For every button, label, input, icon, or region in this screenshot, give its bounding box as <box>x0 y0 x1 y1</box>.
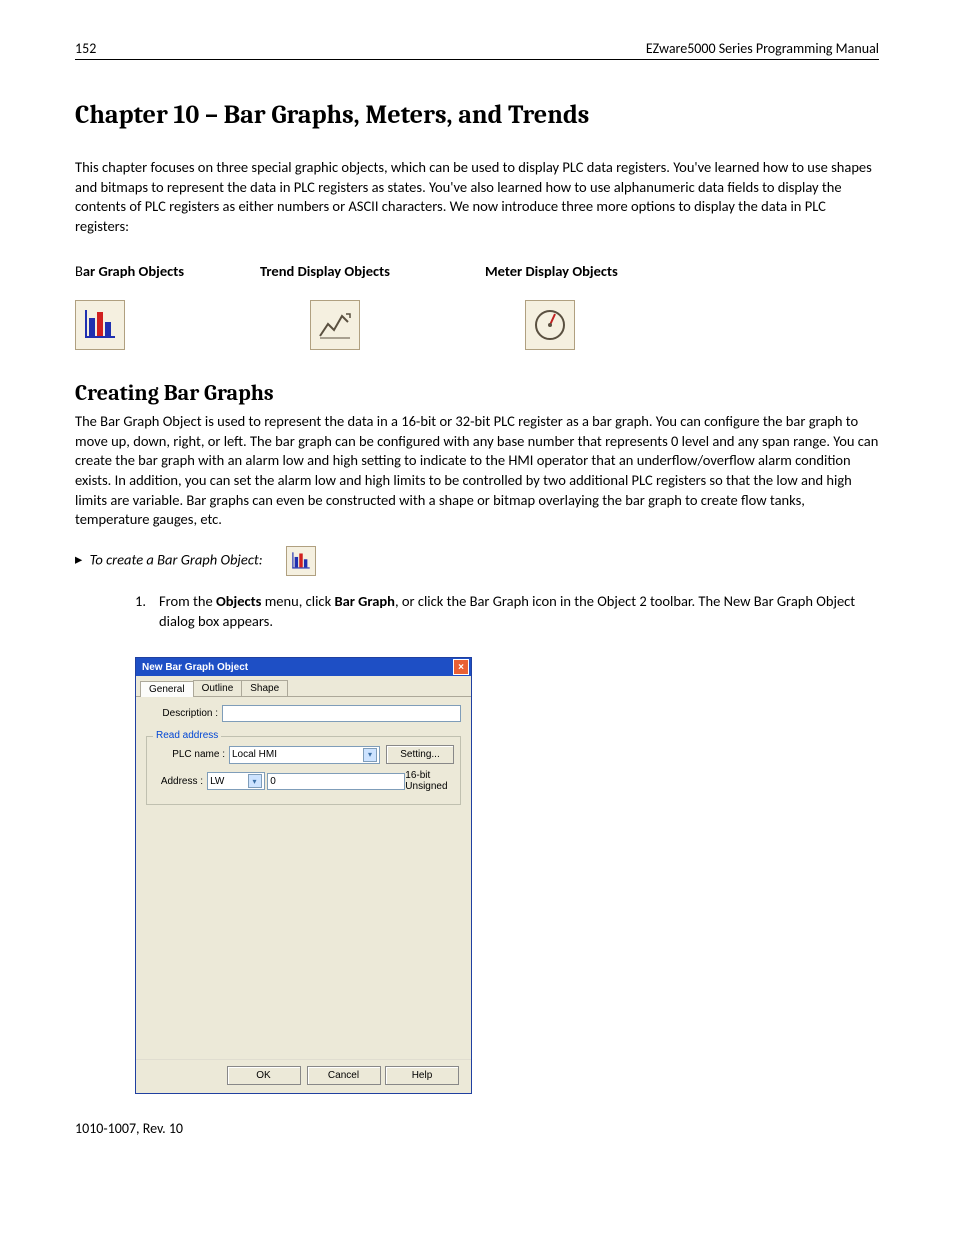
dialog-title: New Bar Graph Object <box>142 662 248 673</box>
objects-row: Bar Graph Objects Trend Display Objects <box>75 262 879 350</box>
page-number: 152 <box>75 40 96 57</box>
trend-icon <box>310 300 360 350</box>
trend-display-objects-label: Trend Display Objects <box>260 262 485 280</box>
triangle-icon: ▸ <box>75 550 82 568</box>
footer-rev: 1010-1007, Rev. 10 <box>75 1120 879 1137</box>
help-button[interactable]: Help <box>385 1066 459 1085</box>
step-1: 1. From the Objects menu, click Bar Grap… <box>135 592 879 632</box>
chapter-title: Chapter 10 – Bar Graphs, Meters, and Tre… <box>75 100 879 130</box>
description-label: Description : <box>146 708 222 719</box>
to-create-line: ▸ To create a Bar Graph Object: <box>75 546 879 576</box>
meter-icon <box>525 300 575 350</box>
setting-button[interactable]: Setting... <box>386 745 454 764</box>
chevron-down-icon: ▾ <box>248 774 262 788</box>
close-icon[interactable]: × <box>453 659 469 675</box>
tab-outline[interactable]: Outline <box>193 680 243 696</box>
bar-graph-objects-label: Bar Graph Objects <box>75 262 260 280</box>
read-address-group: Read address PLC name : Local HMI ▾ Sett… <box>146 736 461 805</box>
tab-general[interactable]: General <box>140 681 194 697</box>
manual-title: EZware5000 Series Programming Manual <box>646 40 879 57</box>
chapter-intro: This chapter focuses on three special gr… <box>75 158 879 236</box>
dialog-titlebar[interactable]: New Bar Graph Object × <box>136 658 471 676</box>
format-label: 16-bit Unsigned <box>405 770 454 792</box>
plc-name-select[interactable]: Local HMI ▾ <box>229 746 380 764</box>
section-title: Creating Bar Graphs <box>75 380 879 406</box>
address-type-select[interactable]: LW ▾ <box>207 772 264 790</box>
section-body: The Bar Graph Object is used to represen… <box>75 412 879 529</box>
ok-button[interactable]: OK <box>227 1066 301 1085</box>
bar-graph-icon <box>75 300 125 350</box>
new-bar-graph-dialog: New Bar Graph Object × General Outline S… <box>135 657 472 1094</box>
cancel-button[interactable]: Cancel <box>307 1066 381 1085</box>
meter-display-objects-label: Meter Display Objects <box>485 262 705 280</box>
description-input[interactable] <box>222 705 461 722</box>
page-header: 152 EZware5000 Series Programming Manual <box>75 40 879 60</box>
dialog-tabs: General Outline Shape <box>136 676 471 697</box>
bar-graph-icon-small <box>286 546 316 576</box>
tab-shape[interactable]: Shape <box>241 680 288 696</box>
address-value-input[interactable] <box>267 773 405 790</box>
address-label: Address : <box>153 776 207 787</box>
read-address-legend: Read address <box>153 730 221 741</box>
plc-name-label: PLC name : <box>153 749 229 760</box>
chevron-down-icon: ▾ <box>363 748 377 762</box>
